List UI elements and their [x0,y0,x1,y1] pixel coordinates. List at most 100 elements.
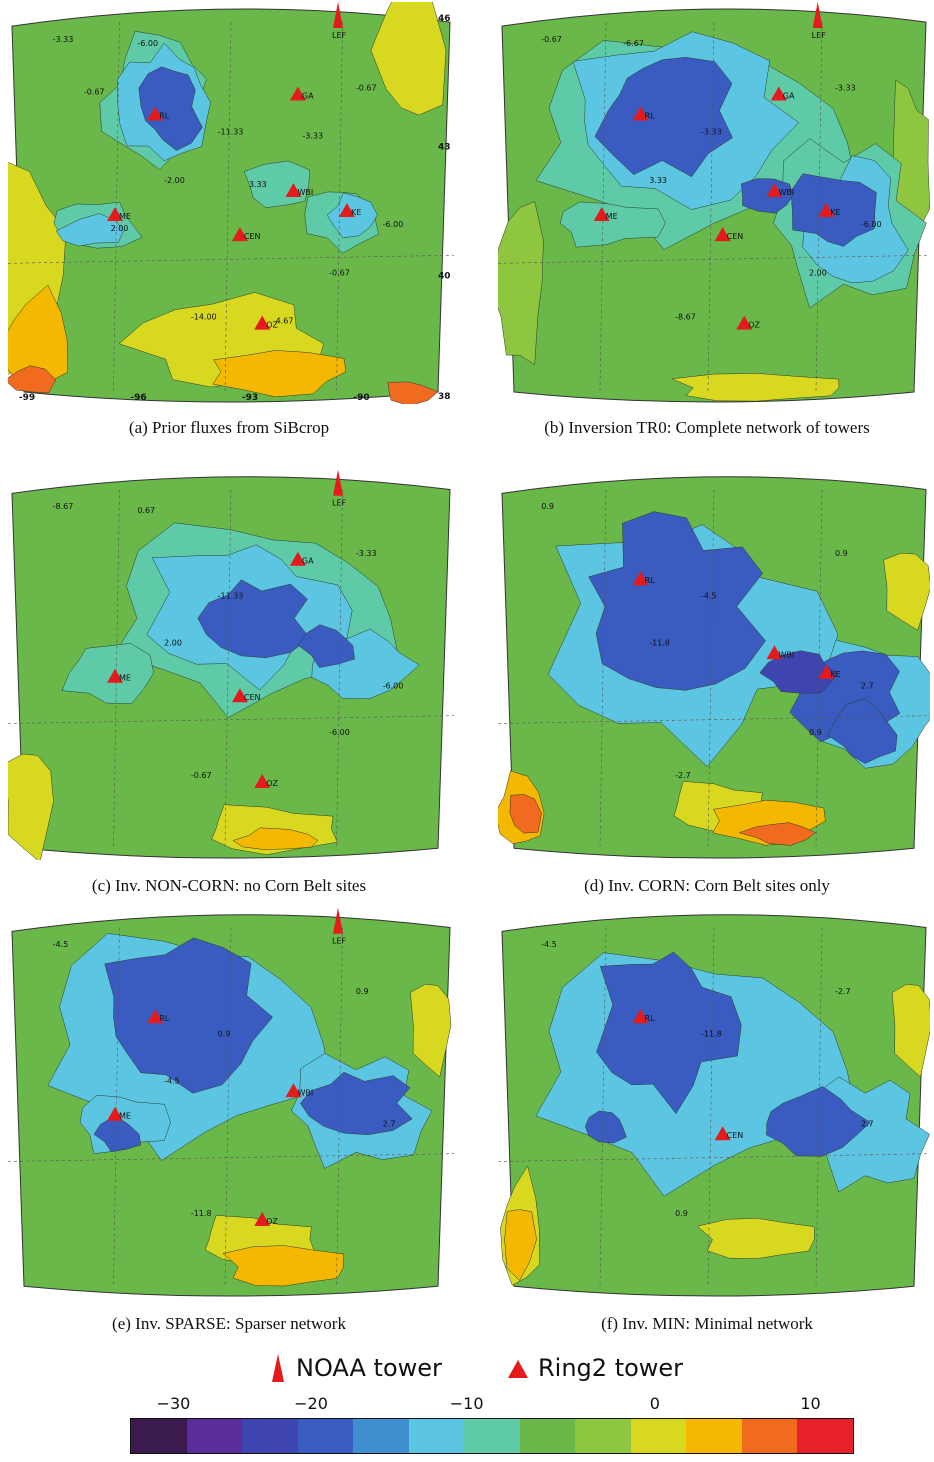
colorbar-swatch [186,1419,243,1453]
tower-ga: GA [289,86,314,101]
colorbar-swatch [575,1419,631,1453]
contour-label: -6.00 [137,39,158,48]
contour-label: -6.67 [623,39,644,48]
flux-contour-region [588,511,766,691]
tower-lef: LEF [332,2,347,40]
svg-text:WBI: WBI [778,650,794,659]
contour-label: -3.33 [53,35,74,44]
flux-contour-region [197,579,310,659]
contour-label: -0.67 [356,83,377,92]
tower-lef: LEF [332,908,347,946]
flux-contour-region [93,1117,141,1153]
contour-label: -0.67 [84,87,105,96]
svg-text:CEN: CEN [244,693,261,702]
contour-label: 2.00 [111,224,129,233]
contour-label: 3.33 [649,176,667,185]
contour-label: 0.9 [356,987,369,996]
map-corn: 0.9 -4.5 2.7 -2.7 0.9 -11.8 0.9 RL WBI KE [498,470,930,860]
contour-label: -11.33 [218,592,244,601]
flux-contour-region [559,201,666,248]
panel-a: -3.33 -11.33 -6.00 -14.00 -0.67 -2.00 -0.67 -6.… [4,2,454,412]
svg-text:WBI: WBI [297,1088,313,1097]
svg-text:RL: RL [159,112,170,121]
contour-label: 2.00 [164,639,182,648]
map-prior-fluxes: -3.33 -11.33 -6.00 -14.00 -0.67 -2.00 -0.67 -6.… [8,2,454,404]
tower-oz: OZ [254,1212,279,1226]
flux-contour-region [585,1110,627,1144]
svg-text:RL: RL [645,576,656,585]
caption-f: (f) Inv. MIN: Minimal network [601,1314,813,1333]
colorbar-swatch [519,1419,576,1453]
contour-label: -6.00 [383,681,404,690]
flux-contour-region [300,1071,413,1135]
flux-contour-region [504,1209,537,1281]
contour-label: -6.00 [861,220,882,229]
tower-cen: CEN [714,1126,743,1141]
svg-text:KE: KE [830,670,840,679]
flux-contour-region [594,57,733,177]
svg-text:CEN: CEN [244,232,261,241]
contour-label: -3.33 [701,128,722,137]
contour-label: 0.9 [809,728,822,737]
map-min: -4.5 -11.8 2.7 0.9 -2.7 RL CEN [498,908,930,1298]
tower-ke: KE [818,203,841,218]
ring2-tower-icon [508,1360,528,1378]
colorbar-swatch [630,1419,687,1453]
flux-contour-region [61,643,154,704]
tower-rl: RL [147,106,170,121]
flux-contour-region [138,66,203,151]
svg-text:RL: RL [645,112,656,121]
svg-text:OZ: OZ [266,321,278,330]
flux-contour-region [410,984,452,1078]
panel-b: -0.67 -3.33 -6.00 -8.67 -3.33 3.33 2.00 -6.67 RL… [484,2,930,412]
colorbar-swatch [131,1419,187,1453]
flux-contour-region [509,794,542,834]
tower-rl: RL [632,571,656,586]
colorbar-tick-label: −30 [156,1394,191,1413]
legend-noaa: NOAA tower [270,1352,442,1384]
contour-label: 2.7 [861,681,874,690]
colorbar-tick-label: 10 [800,1394,821,1413]
contour-label: 2.7 [383,1119,396,1128]
flux-contour-region [8,365,57,394]
contour-label: 2.00 [809,268,827,277]
tower-ga: GA [289,551,314,566]
latitude-label: 46 [438,14,451,24]
tower-oz: OZ [254,774,279,788]
caption-e: (e) Inv. SPARSE: Sparser network [112,1314,346,1333]
svg-text:KE: KE [830,208,840,217]
tower-ke: KE [338,203,361,218]
flux-contour-region [827,697,898,764]
svg-text:LEF: LEF [332,937,347,946]
flux-contour-region [298,624,355,668]
flux-contour-region [8,753,54,860]
svg-text:OZ: OZ [748,321,760,330]
tower-me: ME [107,1106,131,1121]
svg-text:ME: ME [606,212,618,221]
map-sparse: -4.5 0.9 2.7 -11.8 0.9 -4.5 RL WBI ME OZ LEF [8,908,454,1298]
tower-wbi: WBI [766,182,794,197]
tower-oz: OZ [736,315,761,330]
tower-rl: RL [632,1009,656,1024]
legend-noaa-label: NOAA tower [296,1354,442,1382]
contour-label: -2.00 [164,176,185,185]
tower-wbi: WBI [285,1083,313,1098]
longitude-label: -90 [353,393,369,403]
svg-text:RL: RL [645,1014,656,1023]
flux-contour-region [55,213,124,247]
flux-contour-region [766,1086,871,1157]
svg-text:OZ: OZ [266,1217,278,1226]
contour-label: 0.9 [541,502,554,511]
contour-label: -4.5 [164,1077,180,1086]
contour-label: 4.67 [276,317,294,326]
flux-contour-region [883,552,930,631]
latitude-label: 40 [438,271,451,281]
tower-lef: LEF [812,2,827,40]
colorbar-swatch [686,1419,742,1453]
colorbar-swatch [353,1419,409,1453]
tower-lef: LEF [332,470,347,508]
contour-label: 0.67 [137,506,155,515]
contour-label: -8.67 [675,313,696,322]
caption-c: (c) Inv. NON-CORN: no Corn Belt sites [91,876,367,895]
svg-text:LEF: LEF [812,31,827,40]
